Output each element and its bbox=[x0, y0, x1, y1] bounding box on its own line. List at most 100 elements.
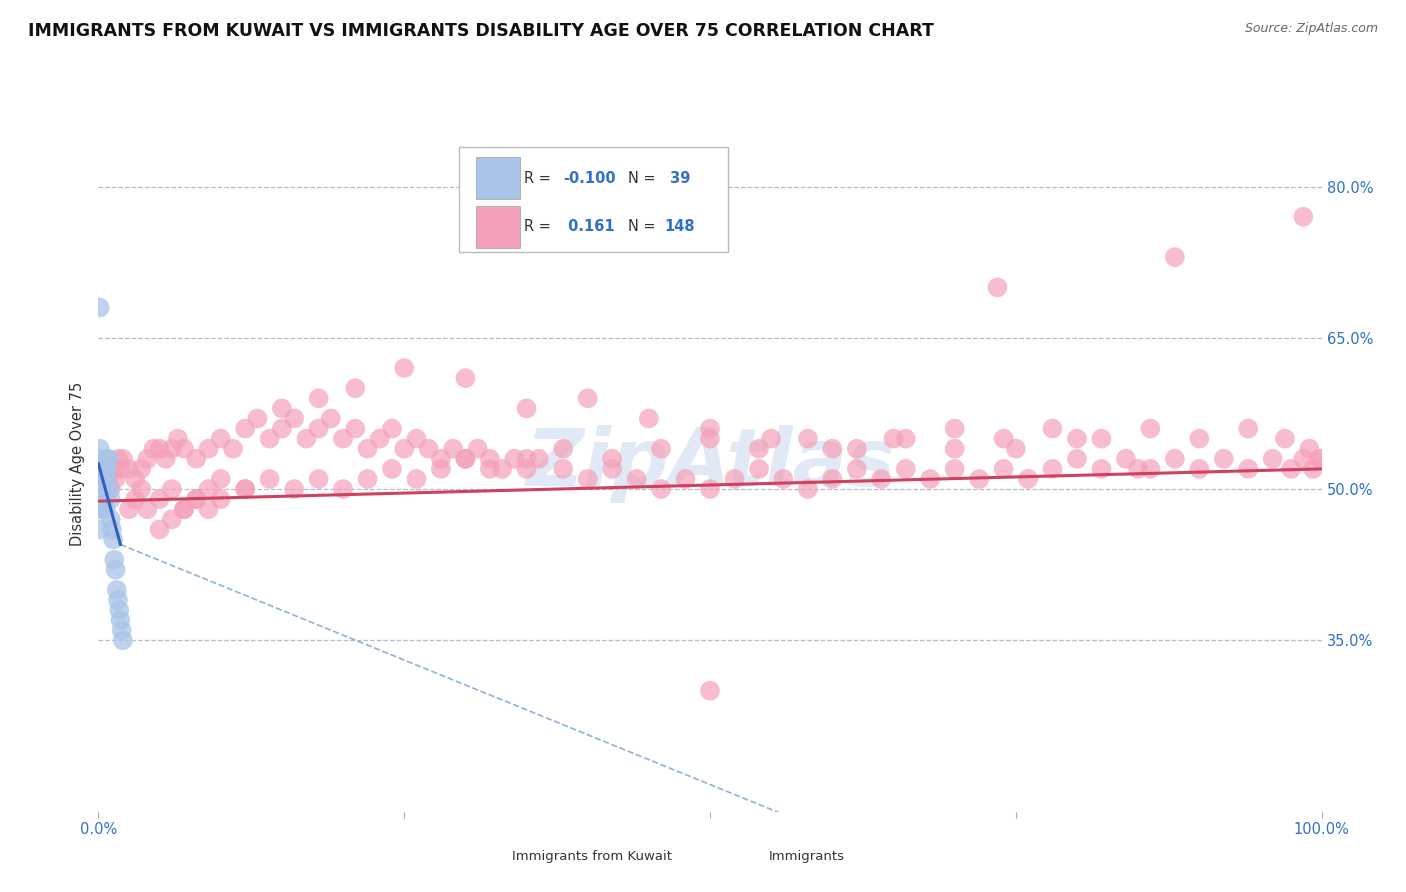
Point bbox=[418, 442, 440, 456]
Point bbox=[110, 613, 132, 627]
Point bbox=[1090, 432, 1112, 446]
Point bbox=[96, 462, 118, 476]
Point bbox=[91, 462, 114, 476]
Point bbox=[943, 442, 966, 456]
Point bbox=[845, 442, 868, 456]
Point bbox=[1066, 451, 1088, 466]
Point bbox=[405, 472, 427, 486]
Point bbox=[91, 502, 114, 516]
Point bbox=[1139, 462, 1161, 476]
Text: Source: ZipAtlas.com: Source: ZipAtlas.com bbox=[1244, 22, 1378, 36]
Point bbox=[110, 462, 132, 476]
Point bbox=[761, 432, 783, 446]
Point bbox=[1066, 432, 1088, 446]
Point bbox=[104, 472, 127, 486]
Point bbox=[626, 472, 648, 486]
Point bbox=[967, 472, 990, 486]
Point bbox=[209, 432, 232, 446]
Point bbox=[821, 472, 844, 486]
Point bbox=[111, 624, 134, 638]
Point bbox=[699, 683, 721, 698]
Point bbox=[699, 482, 721, 496]
Point bbox=[430, 462, 453, 476]
Point bbox=[986, 280, 1008, 294]
Point bbox=[93, 472, 115, 486]
Point bbox=[100, 492, 122, 507]
Point bbox=[600, 462, 623, 476]
Point bbox=[1274, 432, 1296, 446]
Point bbox=[100, 482, 122, 496]
Point bbox=[478, 462, 501, 476]
Point bbox=[894, 462, 917, 476]
Point bbox=[1139, 421, 1161, 435]
Point bbox=[797, 432, 820, 446]
Point bbox=[1164, 250, 1187, 264]
Point bbox=[167, 432, 190, 446]
Point bbox=[295, 432, 318, 446]
Point bbox=[515, 401, 537, 416]
Point bbox=[90, 451, 112, 466]
Point bbox=[149, 442, 172, 456]
Point bbox=[381, 421, 404, 435]
Point bbox=[454, 371, 477, 385]
Point bbox=[93, 462, 115, 476]
Point bbox=[699, 432, 721, 446]
Point bbox=[1188, 432, 1211, 446]
Point bbox=[675, 472, 697, 486]
Point bbox=[160, 442, 183, 456]
Point bbox=[93, 492, 115, 507]
Text: -0.100: -0.100 bbox=[564, 170, 616, 186]
FancyBboxPatch shape bbox=[477, 205, 520, 248]
Point bbox=[1308, 451, 1330, 466]
Point bbox=[368, 432, 391, 446]
Point bbox=[118, 502, 141, 516]
Point bbox=[454, 451, 477, 466]
Point bbox=[197, 502, 219, 516]
Point bbox=[344, 381, 367, 395]
Point bbox=[527, 451, 550, 466]
Point bbox=[748, 462, 770, 476]
Text: 148: 148 bbox=[665, 219, 696, 235]
Point bbox=[441, 442, 464, 456]
Point bbox=[209, 492, 232, 507]
Text: R =: R = bbox=[524, 219, 555, 235]
Point bbox=[91, 472, 114, 486]
Point bbox=[101, 533, 124, 547]
Point bbox=[246, 411, 269, 425]
FancyBboxPatch shape bbox=[474, 842, 508, 872]
Point bbox=[155, 451, 177, 466]
Point bbox=[308, 472, 330, 486]
Point bbox=[173, 442, 195, 456]
Point bbox=[1004, 442, 1026, 456]
Point bbox=[91, 462, 114, 476]
Point bbox=[124, 472, 146, 486]
Point bbox=[107, 451, 129, 466]
Point bbox=[259, 472, 281, 486]
Point bbox=[129, 482, 152, 496]
Point bbox=[270, 421, 294, 435]
Point bbox=[467, 442, 489, 456]
Point bbox=[91, 482, 114, 496]
Point bbox=[1017, 472, 1039, 486]
Text: IMMIGRANTS FROM KUWAIT VS IMMIGRANTS DISABILITY AGE OVER 75 CORRELATION CHART: IMMIGRANTS FROM KUWAIT VS IMMIGRANTS DIS… bbox=[28, 22, 934, 40]
Point bbox=[270, 401, 294, 416]
Point bbox=[503, 451, 526, 466]
Point bbox=[118, 462, 141, 476]
Point bbox=[104, 563, 127, 577]
Point bbox=[993, 432, 1015, 446]
Point bbox=[91, 472, 114, 486]
Point bbox=[89, 442, 111, 456]
Point bbox=[1292, 210, 1315, 224]
Point bbox=[454, 451, 477, 466]
FancyBboxPatch shape bbox=[460, 147, 728, 252]
Point bbox=[90, 492, 112, 507]
Point bbox=[90, 472, 112, 486]
Point bbox=[233, 421, 256, 435]
Point bbox=[515, 462, 537, 476]
Point bbox=[1292, 451, 1315, 466]
Point bbox=[108, 603, 131, 617]
Point bbox=[89, 482, 111, 496]
Point bbox=[638, 411, 661, 425]
Point bbox=[97, 451, 120, 466]
Point bbox=[160, 512, 183, 526]
